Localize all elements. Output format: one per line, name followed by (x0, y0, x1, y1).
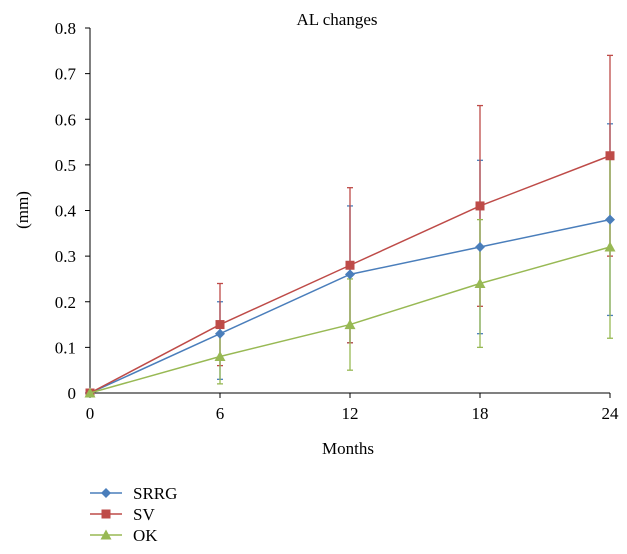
axes: 0 0.1 0.2 0.3 0.4 0.5 0.6 0.7 0.8 0 6 12 18 24 (55, 19, 619, 423)
legend-label-sv: SV (133, 505, 155, 524)
y-tick-label: 0 (68, 384, 77, 403)
x-tick-label: 12 (342, 404, 359, 423)
x-tick-label: 0 (86, 404, 95, 423)
data-point-srrg (345, 269, 355, 280)
y-tick-label: 0.5 (55, 156, 76, 175)
data-point-srrg (605, 214, 615, 225)
data-point-sv (215, 320, 225, 330)
y-axis-label: (mm) (13, 191, 32, 229)
data-point-ok (84, 387, 96, 398)
legend-label-ok: OK (133, 526, 158, 545)
y-tick-label: 0.2 (55, 293, 76, 312)
data-point-ok (474, 278, 486, 288)
data-point-ok (604, 241, 616, 252)
legend-marker-ok (100, 529, 112, 540)
data-point-srrg (475, 242, 485, 252)
y-tick-label: 0.4 (55, 202, 77, 221)
y-tick-label: 0.7 (55, 65, 77, 84)
x-axis-label: Months (322, 439, 374, 458)
data-point-sv (345, 260, 355, 270)
data-point-sv (475, 201, 485, 211)
data-point-ok (344, 319, 356, 330)
legend-marker-sv (101, 509, 111, 519)
data-point-sv (605, 151, 615, 161)
legend: SRRG SV OK (90, 484, 177, 545)
series-lines (84, 151, 616, 398)
error-bars (217, 54, 613, 385)
chart-title: AL changes (296, 10, 377, 29)
y-tick-label: 0.3 (55, 247, 76, 266)
x-tick-label: 6 (216, 404, 225, 423)
data-point-ok (214, 351, 226, 361)
x-tick-label: 24 (602, 404, 620, 423)
data-point-srrg (215, 328, 225, 339)
y-tick-label: 0.8 (55, 19, 76, 38)
legend-marker-srrg (101, 488, 111, 498)
x-tick-label: 18 (472, 404, 489, 423)
y-tick-label: 0.1 (55, 338, 76, 357)
legend-label-srrg: SRRG (133, 484, 177, 503)
y-tick-label: 0.6 (55, 110, 76, 129)
